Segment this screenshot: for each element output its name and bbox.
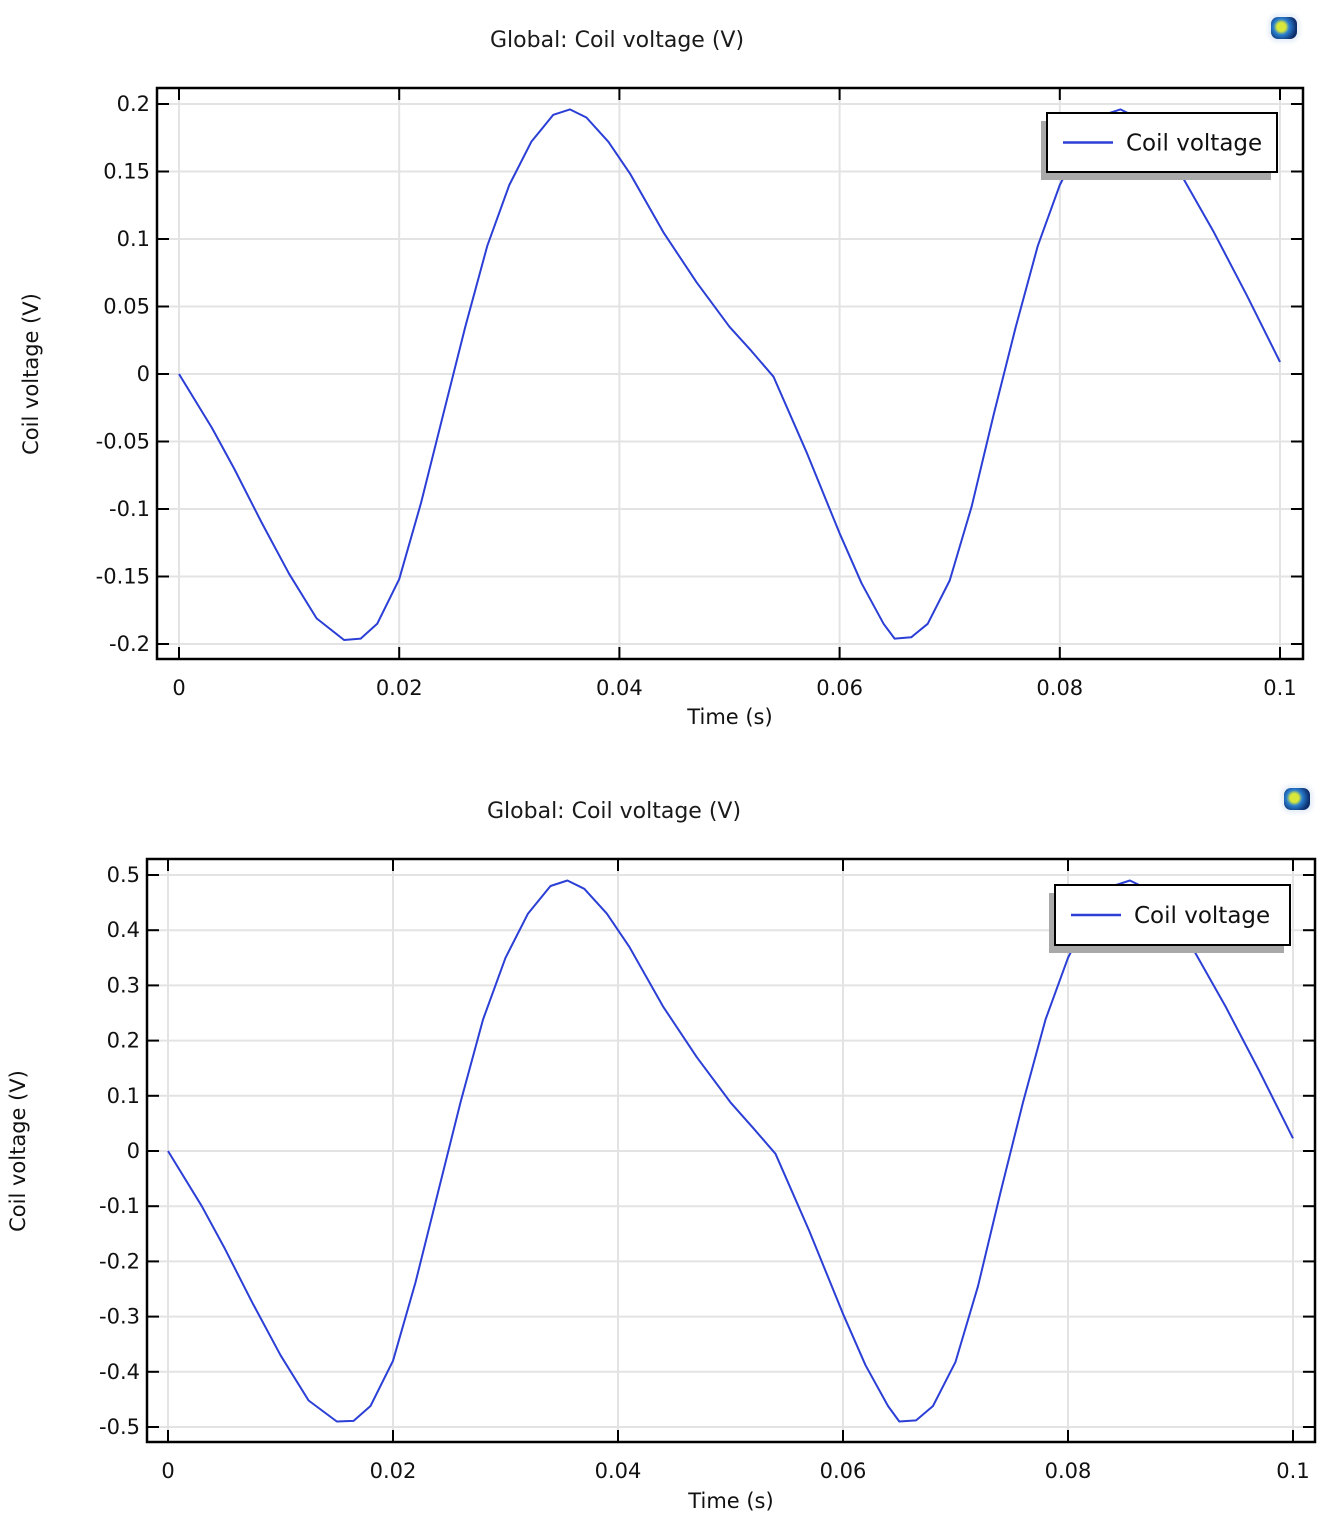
x-tick-label: 0	[172, 676, 185, 700]
y-tick-label: 0.2	[107, 1029, 140, 1053]
y-axis-label: Coil voltage (V)	[19, 293, 43, 455]
plot-title: Global: Coil voltage (V)	[487, 799, 742, 824]
y-tick-label: -0.1	[109, 497, 150, 521]
y-tick-label: 0	[137, 362, 150, 386]
app-logo-icon[interactable]	[1284, 788, 1310, 810]
y-tick-label: -0.4	[99, 1360, 140, 1384]
x-tick-label: 0	[161, 1459, 174, 1483]
x-tick-label: 0.08	[1045, 1459, 1092, 1483]
y-tick-label: 0.1	[107, 1084, 140, 1108]
y-tick-label: 0.15	[103, 160, 150, 184]
axes: 0 0.02 0.04 0.06 0.08 0.1 0.2 0.15 0.1 0.05 0 -0.05…	[96, 86, 1305, 700]
y-tick-label: 0.4	[107, 918, 140, 942]
y-tick-label: 0.05	[103, 295, 150, 319]
x-axis-label: Time (s)	[686, 705, 772, 729]
y-tick-label: 0.1	[117, 227, 150, 251]
grid-lines	[147, 859, 1315, 1442]
legend-label: Coil voltage	[1126, 131, 1262, 157]
x-tick-label: 0.06	[820, 1459, 867, 1483]
legend-label: Coil voltage	[1134, 903, 1270, 929]
y-tick-label: -0.3	[99, 1305, 140, 1329]
x-tick-label: 0.1	[1263, 676, 1296, 700]
plot-frame	[145, 857, 1317, 1444]
x-axis-label: Time (s)	[687, 1489, 773, 1513]
x-tick-label: 0.04	[596, 676, 643, 700]
x-tick-label: 0.02	[370, 1459, 417, 1483]
y-tick-label: 0	[127, 1139, 140, 1163]
line-chart[interactable]: 0 0.02 0.04 0.06 0.08 0.1 0.2 0.15 0.1 0.05 0 -0.05…	[0, 0, 1325, 760]
y-tick-label: -0.2	[99, 1249, 140, 1273]
x-tick-label: 0.04	[595, 1459, 642, 1483]
y-tick-label: 0.5	[107, 863, 140, 887]
x-tick-label: 0.02	[376, 676, 423, 700]
plot-frame	[155, 86, 1305, 661]
y-tick-label: 0.2	[117, 92, 150, 116]
y-tick-label: 0.3	[107, 973, 140, 997]
y-tick-label: -0.2	[109, 632, 150, 656]
plot-panel-1: Global: Coil voltage (V) 0 0.02 0.04 0.06 0.…	[0, 0, 1325, 760]
y-tick-label: -0.15	[96, 565, 150, 589]
y-tick-label: -0.1	[99, 1194, 140, 1218]
app-logo-icon[interactable]	[1271, 17, 1297, 39]
x-tick-label: 0.08	[1036, 676, 1083, 700]
legend[interactable]: Coil voltage	[1049, 884, 1291, 953]
x-tick-label: 0.1	[1276, 1459, 1309, 1483]
y-axis-label: Coil voltage (V)	[6, 1070, 30, 1232]
plot-title: Global: Coil voltage (V)	[490, 28, 745, 53]
y-tick-label: -0.5	[99, 1415, 140, 1439]
x-tick-label: 0.06	[816, 676, 863, 700]
y-tick-label: -0.05	[96, 430, 150, 454]
legend[interactable]: Coil voltage	[1041, 112, 1278, 180]
axes: 0 0.02 0.04 0.06 0.08 0.1 0.5 0.4 0.3 0.2 0.1 0 -0.1…	[99, 857, 1317, 1483]
